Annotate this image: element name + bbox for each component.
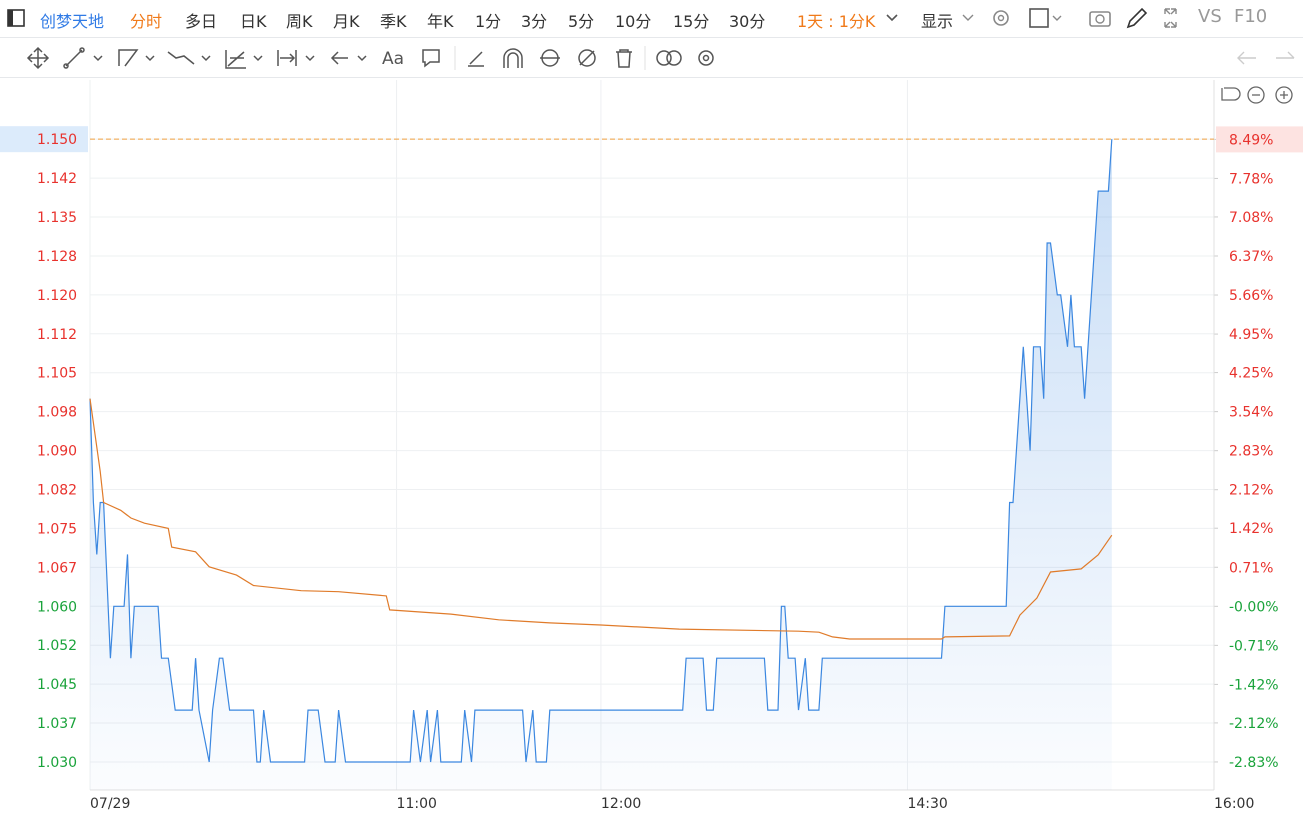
drawing-tools[interactable]: Aa: [0, 38, 1303, 77]
y-tick-label: 1.052: [37, 638, 77, 654]
period-tab[interactable]: 3分: [521, 12, 548, 31]
period-tab[interactable]: 多日: [185, 12, 218, 31]
x-tick-label: 12:00: [601, 796, 641, 812]
y2-tick-label: 1.42%: [1229, 521, 1273, 537]
drawing-toolbar: Aa: [0, 38, 1303, 78]
y2-tick-label: -0.71%: [1229, 638, 1279, 654]
price-highlight: [0, 126, 88, 153]
vs[interactable]: VS: [1198, 6, 1222, 27]
period-tab[interactable]: 月K: [333, 12, 360, 31]
period-tab[interactable]: 年K: [427, 12, 454, 31]
line: [89, 398, 1113, 640]
y-tick-label: 1.105: [37, 366, 77, 382]
layout-icon[interactable]: [6, 8, 26, 28]
display[interactable]: 显示: [921, 12, 954, 31]
y2-tick-label: 2.12%: [1229, 483, 1273, 499]
y-tick-label: 1.075: [37, 521, 77, 537]
period-tab[interactable]: 1分: [475, 12, 502, 31]
x-tick-label: 11:00: [397, 796, 437, 812]
y-tick-label: 1.067: [37, 560, 77, 576]
x-tick-label: 16:00: [1214, 796, 1254, 812]
line: [89, 139, 1113, 763]
tool-icons[interactable]: [978, 6, 1178, 32]
y2-tick-label: 3.54%: [1229, 405, 1273, 421]
y2-tick-label: 4.25%: [1229, 366, 1273, 382]
y-tick-label: 1.112: [37, 327, 77, 343]
y-tick-label: 1.060: [37, 599, 77, 615]
x-tick-label: 14:30: [907, 796, 947, 812]
period-tab[interactable]: 日K: [240, 12, 267, 31]
y-tick-label: 1.098: [37, 405, 77, 421]
pct-highlight: [1216, 126, 1303, 153]
y-tick-label: 1.037: [37, 716, 77, 732]
period-tab[interactable]: 10分: [615, 12, 652, 31]
symbol[interactable]: 创梦天地: [40, 12, 105, 31]
y-tick-label: 1.090: [37, 444, 77, 460]
y2-tick-label: 4.95%: [1229, 327, 1273, 343]
chevron: [886, 14, 898, 22]
y2-tick-label: -2.83%: [1229, 755, 1279, 771]
period-tab[interactable]: 季K: [380, 12, 407, 31]
y-tick-label: 1.045: [37, 677, 77, 693]
y2-tick-label: -1.42%: [1229, 677, 1279, 693]
period-tab[interactable]: 周K: [286, 12, 313, 31]
period-tab[interactable]: 分时: [130, 12, 163, 31]
top-toolbar: 创梦天地 分时 多日 日K 周K 月K 季K 年K 1分 3分 5分 10分 15分 30分 1天 : …: [0, 0, 1303, 38]
y2-tick-label: 7.08%: [1229, 210, 1273, 226]
period-tab[interactable]: 30分: [729, 12, 766, 31]
y-tick-label: 1.128: [37, 249, 77, 265]
zoom-controls[interactable]: [1221, 86, 1293, 104]
y-tick-label: 1.135: [37, 210, 77, 226]
chevron: [962, 14, 974, 21]
y-tick-label: 1.082: [37, 482, 77, 498]
y2-tick-label: 7.78%: [1229, 171, 1273, 187]
y-tick-label: 1.030: [37, 755, 77, 771]
y-tick-label: 1.150: [37, 132, 77, 148]
y2-tick-label: 5.66%: [1229, 288, 1273, 304]
y2-tick-label: 6.37%: [1229, 249, 1273, 265]
y2-tick-label: 0.71%: [1229, 560, 1273, 576]
y2-tick-label: 8.49%: [1229, 132, 1273, 148]
period-tab[interactable]: 15分: [673, 12, 710, 31]
text-tool[interactable]: Aa: [382, 49, 404, 69]
y2-tick-label: 2.83%: [1229, 444, 1273, 460]
y2-tick-label: -2.12%: [1229, 716, 1279, 732]
f10[interactable]: F10: [1234, 6, 1268, 27]
interval[interactable]: 1天 : 1分K: [797, 12, 876, 31]
x-tick-label: 07/29: [90, 796, 130, 812]
area: [90, 139, 1112, 790]
y-tick-label: 1.142: [37, 171, 77, 187]
period-tab[interactable]: 5分: [568, 12, 595, 31]
y2-tick-label: -0.00%: [1229, 599, 1279, 615]
y-tick-label: 1.120: [37, 288, 77, 304]
